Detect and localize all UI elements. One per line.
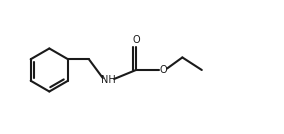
Text: O: O — [159, 65, 167, 75]
Text: NH: NH — [101, 75, 116, 85]
Text: O: O — [132, 35, 140, 45]
